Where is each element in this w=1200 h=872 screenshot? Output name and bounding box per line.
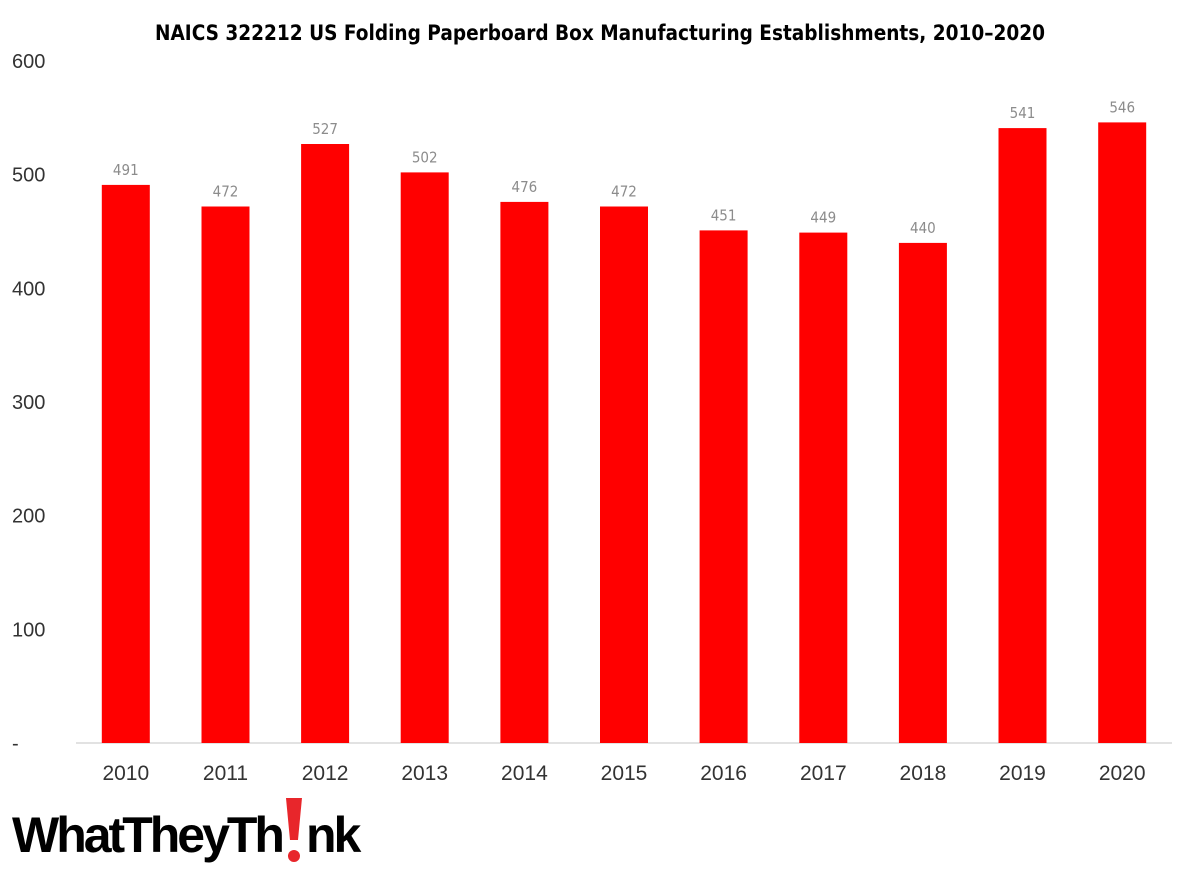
- y-tick-label: 600: [12, 51, 45, 73]
- y-tick-label: 200: [12, 506, 45, 528]
- bar: [799, 232, 848, 743]
- data-label: 449: [810, 209, 836, 227]
- chart-title: NAICS 322212 US Folding Paperboard Box M…: [155, 21, 1045, 45]
- data-label: 541: [1010, 104, 1036, 122]
- data-label: 546: [1109, 98, 1135, 116]
- x-tick-label: 2012: [302, 762, 349, 785]
- bar: [500, 201, 549, 743]
- data-label: 472: [213, 183, 239, 201]
- y-tick-label: 500: [12, 165, 45, 187]
- x-tick-label: 2019: [999, 762, 1046, 785]
- x-tick-label: 2011: [203, 762, 248, 785]
- data-label: 451: [711, 206, 737, 224]
- x-tick-label: 2013: [401, 762, 448, 785]
- logo-text-part1: WhatTheyTh: [12, 807, 282, 863]
- data-label: 440: [910, 219, 936, 237]
- y-tick-label: 400: [12, 278, 45, 300]
- x-tick-label: 2015: [601, 762, 648, 785]
- x-tick-label: 2010: [102, 762, 149, 785]
- logo-exclamation-dot: [287, 850, 300, 862]
- data-label: 527: [312, 120, 338, 138]
- bar: [1098, 122, 1147, 743]
- x-tick-label: 2020: [1099, 762, 1146, 785]
- bar: [201, 206, 250, 743]
- x-tick-label: 2016: [700, 762, 747, 785]
- data-labels: 491 472 527 502 476 472 451 449 440 541 546: [113, 98, 1135, 237]
- bar: [898, 242, 947, 743]
- y-tick-label: -: [12, 733, 19, 755]
- y-axis: - 100 200 300 400 500 600: [12, 51, 45, 755]
- data-label: 472: [611, 183, 637, 201]
- data-label: 502: [412, 148, 438, 166]
- bar: [600, 206, 648, 743]
- data-label: 491: [113, 161, 139, 179]
- x-tick-label: 2018: [900, 762, 947, 785]
- x-tick-label: 2017: [800, 762, 847, 785]
- bar: [301, 144, 350, 743]
- logo-exclamation-bar: [285, 798, 302, 840]
- bar: [400, 172, 449, 743]
- whattheythink-logo: WhatTheyTh nk: [12, 798, 365, 863]
- logo-exclamation-icon: [285, 798, 302, 862]
- bar: [101, 184, 150, 743]
- x-tick-label: 2014: [501, 762, 548, 785]
- data-label: 476: [512, 178, 538, 196]
- y-tick-label: 100: [12, 619, 45, 641]
- x-axis-ticks: 2010 2011 2012 2013 2014 2015 2016 2017 2018 2019…: [102, 762, 1145, 785]
- bar: [998, 128, 1047, 744]
- logo-text-part2: nk: [306, 807, 362, 863]
- y-tick-label: 300: [12, 392, 45, 414]
- bar: [699, 230, 748, 743]
- bars: [101, 122, 1147, 744]
